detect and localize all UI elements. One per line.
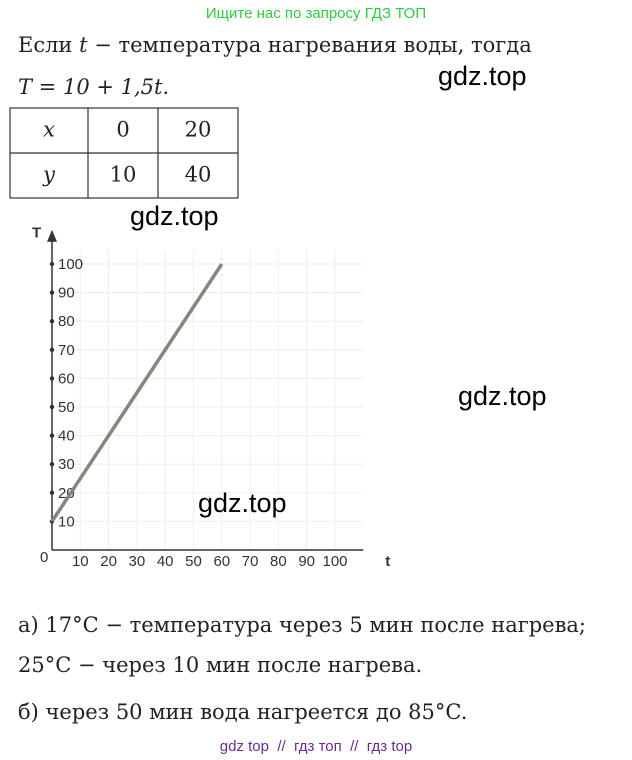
answer-line: 25°C − через 10 мин после нагрева.: [18, 653, 422, 677]
y-tick-label: 50: [58, 399, 75, 416]
y-tick-label: 20: [58, 485, 75, 502]
answer-line: а) 17°C − температура через 5 мин после …: [18, 613, 586, 637]
intro-text: Если: [18, 33, 79, 57]
table-cell: 40: [185, 163, 212, 187]
table-cell: 10: [110, 163, 137, 187]
y-tick-label: 10: [58, 513, 75, 530]
value-table: [9, 107, 239, 199]
x-tick-label: 60: [213, 553, 230, 570]
table-cell: x: [43, 118, 55, 142]
answer-line: б) через 50 мин вода нагреется до 85°C.: [18, 700, 467, 724]
x-axis-label: t: [385, 553, 390, 570]
y-tick-label: 70: [58, 342, 75, 359]
y-tick-label: 90: [58, 285, 75, 302]
x-tick-label: 40: [157, 553, 174, 570]
watermark: gdz.top: [458, 381, 547, 411]
axis-arrow: [47, 229, 57, 242]
intro-text: − температура нагревания воды, тогда: [88, 33, 532, 57]
table-cell: 0: [116, 118, 129, 142]
y-tick-label: 60: [58, 370, 75, 387]
watermark: gdz.top: [130, 201, 219, 231]
x-tick-label: 90: [298, 553, 315, 570]
x-tick-label: 100: [322, 553, 347, 570]
watermark: gdz.top: [438, 61, 527, 91]
x-tick-label: 80: [270, 553, 287, 570]
table-cell: 20: [185, 118, 212, 142]
y-tick-label: 100: [58, 256, 83, 273]
intro-line: Если t − температура нагревания воды, то…: [18, 33, 532, 57]
x-tick-label: 70: [242, 553, 259, 570]
data-line: [50, 263, 224, 523]
footer: gdz top // гдз топ // гдз top: [220, 738, 412, 755]
intro-var: t: [79, 33, 88, 57]
y-axis-label: T: [32, 225, 41, 242]
x-tick-label: 30: [129, 553, 146, 570]
x-tick-label: 50: [185, 553, 202, 570]
x-tick-label: 20: [100, 553, 117, 570]
y-tick-label: 40: [58, 428, 75, 445]
y-tick-label: 30: [58, 456, 75, 473]
y-tick-label: 80: [58, 313, 75, 330]
origin-label: 0: [40, 549, 48, 566]
watermark: gdz.top: [198, 488, 287, 518]
search-notice: Ищите нас по запросу ГДЗ ТОП: [206, 5, 426, 22]
table-cell: y: [42, 163, 56, 187]
x-tick-label: 10: [72, 553, 89, 570]
formula: T = 10 + 1,5t.: [18, 75, 169, 99]
